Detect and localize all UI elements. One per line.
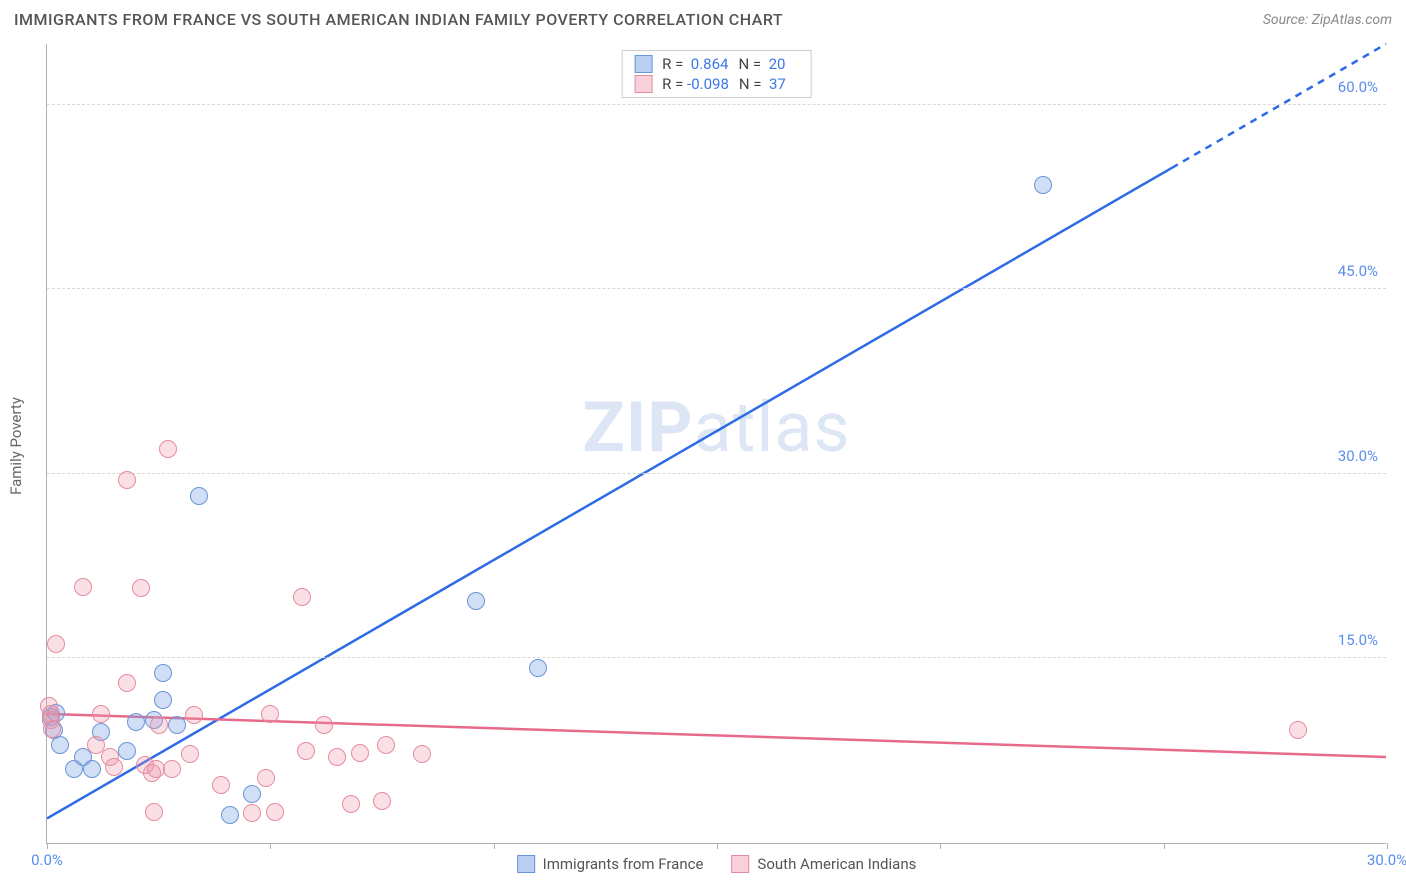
data-point xyxy=(92,705,110,723)
legend-row-blue: R = 0.864 N = 20 xyxy=(634,54,799,74)
data-point xyxy=(43,720,61,738)
swatch-blue-icon xyxy=(517,855,535,873)
x-tick-mark xyxy=(270,843,271,849)
data-point xyxy=(266,803,284,821)
data-point xyxy=(127,713,145,731)
data-point xyxy=(1034,176,1052,194)
legend-row-pink: R = -0.098 N = 37 xyxy=(634,74,799,94)
x-tick-mark xyxy=(717,843,718,849)
x-tick-mark xyxy=(494,843,495,849)
data-point xyxy=(1289,721,1307,739)
legend-item-pink: South American Indians xyxy=(731,855,916,873)
data-point xyxy=(315,716,333,734)
data-point xyxy=(74,578,92,596)
chart-plot-area: ZIPatlas R = 0.864 N = 20 R = -0.098 N =… xyxy=(46,44,1386,844)
y-tick-label: 45.0% xyxy=(1338,262,1378,280)
gridline xyxy=(47,473,1386,474)
correlation-legend: R = 0.864 N = 20 R = -0.098 N = 37 xyxy=(621,50,812,98)
swatch-blue-icon xyxy=(634,55,652,73)
gridline xyxy=(47,104,1386,105)
swatch-pink-icon xyxy=(634,75,652,93)
trend-line xyxy=(47,168,1172,819)
series-legend: Immigrants from France South American In… xyxy=(517,855,917,873)
x-tick-mark xyxy=(1164,843,1165,849)
data-point xyxy=(221,806,239,824)
watermark: ZIPatlas xyxy=(582,387,850,469)
data-point xyxy=(243,785,261,803)
data-point xyxy=(297,742,315,760)
data-point xyxy=(257,769,275,787)
x-tick-mark xyxy=(47,843,48,849)
y-tick-label: 60.0% xyxy=(1338,78,1378,96)
swatch-pink-icon xyxy=(731,855,749,873)
y-tick-label: 30.0% xyxy=(1338,447,1378,465)
source-attribution: Source: ZipAtlas.com xyxy=(1263,12,1392,28)
data-point xyxy=(181,745,199,763)
y-axis-label: Family Poverty xyxy=(7,397,25,495)
x-tick-mark xyxy=(1387,843,1388,849)
data-point xyxy=(351,744,369,762)
data-point xyxy=(328,748,346,766)
trend-line xyxy=(1172,44,1386,168)
data-point xyxy=(163,760,181,778)
data-point xyxy=(132,579,150,597)
data-point xyxy=(413,745,431,763)
legend-item-blue: Immigrants from France xyxy=(517,855,704,873)
trend-lines-layer xyxy=(47,44,1386,843)
data-point xyxy=(154,691,172,709)
data-point xyxy=(159,440,177,458)
data-point xyxy=(83,760,101,778)
gridline xyxy=(47,288,1386,289)
trend-line xyxy=(47,714,1386,757)
data-point xyxy=(293,588,311,606)
data-point xyxy=(150,716,168,734)
data-point xyxy=(185,706,203,724)
x-tick-label: 0.0% xyxy=(31,851,63,869)
gridline xyxy=(47,657,1386,658)
data-point xyxy=(377,736,395,754)
data-point xyxy=(168,716,186,734)
data-point xyxy=(190,487,208,505)
data-point xyxy=(145,803,163,821)
data-point xyxy=(105,758,123,776)
x-tick-label: 30.0% xyxy=(1367,851,1406,869)
x-tick-mark xyxy=(940,843,941,849)
data-point xyxy=(154,664,172,682)
data-point xyxy=(261,705,279,723)
chart-title: IMMIGRANTS FROM FRANCE VS SOUTH AMERICAN… xyxy=(14,10,783,29)
data-point xyxy=(342,795,360,813)
data-point xyxy=(467,592,485,610)
data-point xyxy=(118,471,136,489)
data-point xyxy=(118,674,136,692)
data-point xyxy=(212,776,230,794)
y-tick-label: 15.0% xyxy=(1338,631,1378,649)
data-point xyxy=(118,742,136,760)
data-point xyxy=(51,736,69,754)
data-point xyxy=(373,792,391,810)
data-point xyxy=(243,804,261,822)
data-point xyxy=(529,659,547,677)
data-point xyxy=(47,635,65,653)
